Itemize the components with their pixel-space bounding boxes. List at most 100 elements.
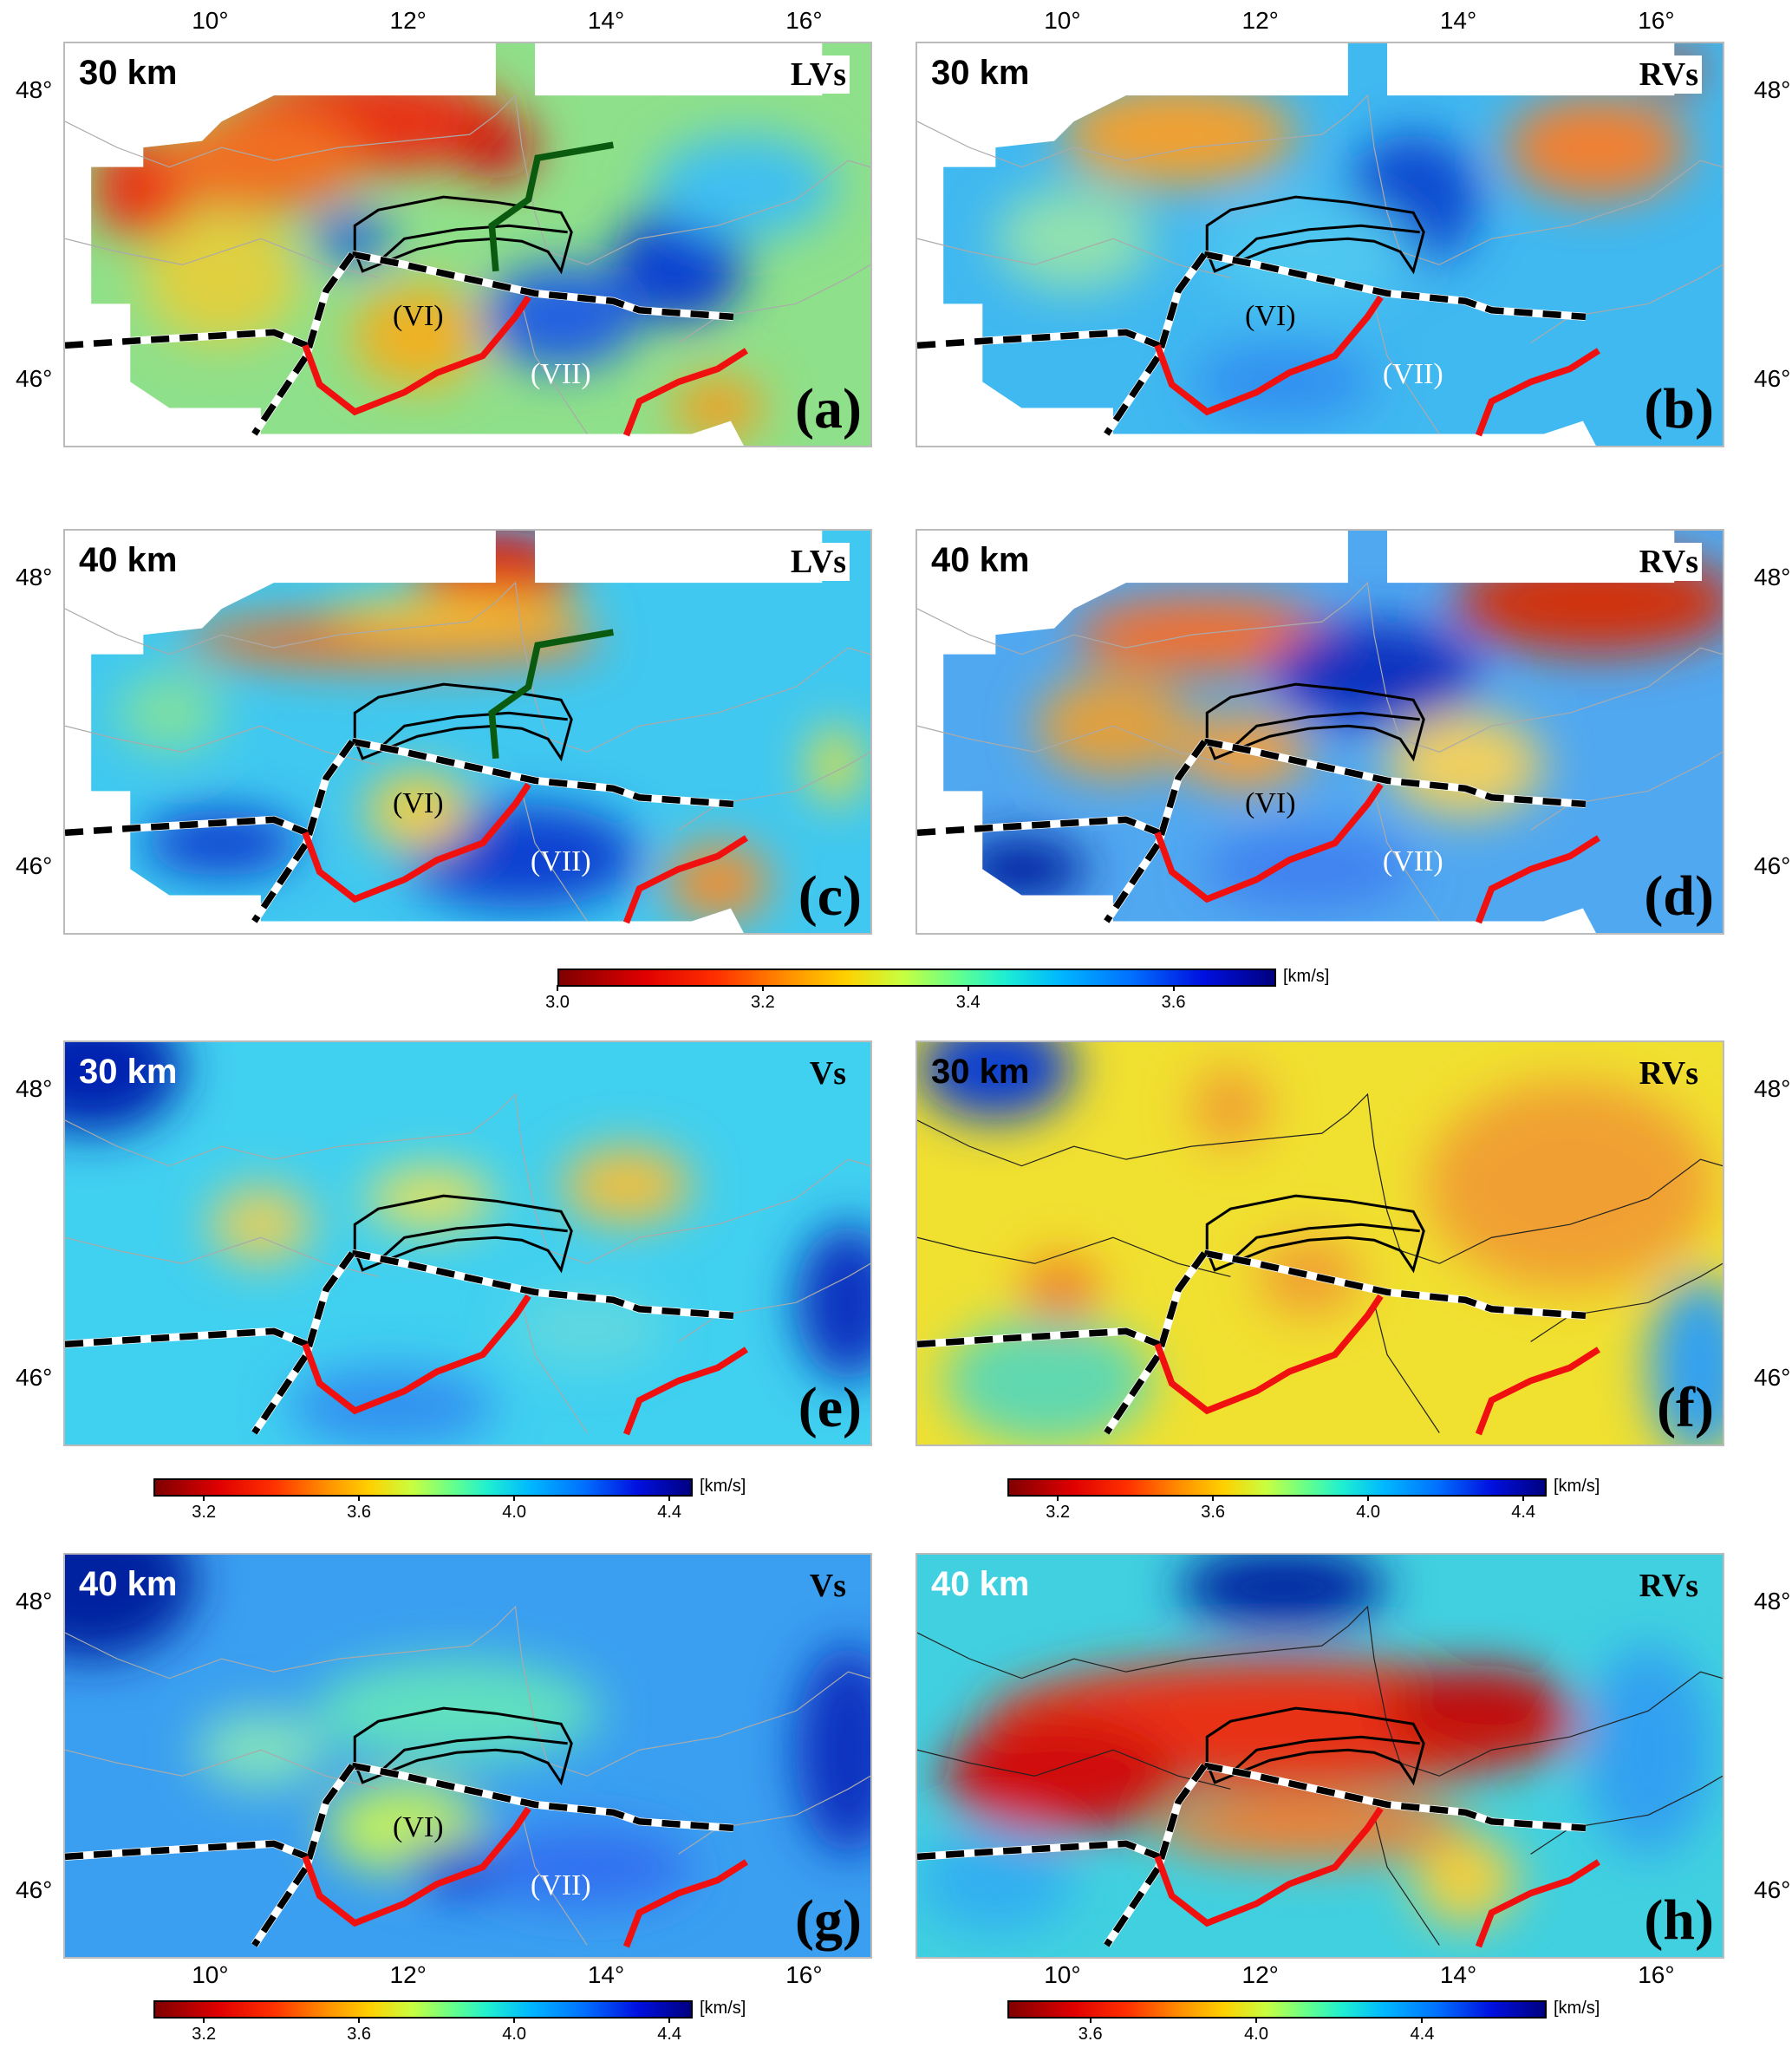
colorbar-tick bbox=[761, 985, 764, 991]
country-borders bbox=[917, 1605, 1723, 1946]
colorbar-tick bbox=[1172, 985, 1175, 991]
map-panel-g: 40 km Vs (g) (VI) (VII) bbox=[63, 1553, 872, 1959]
region-label-vii: (VII) bbox=[1382, 845, 1443, 877]
depth-label: 30 km bbox=[931, 54, 1030, 92]
map-panel-f: 30 km RVs (f) bbox=[916, 1040, 1724, 1446]
colorbar-tick bbox=[668, 1495, 671, 1501]
country-borders bbox=[65, 94, 870, 434]
latitude-tick-label: 48° bbox=[16, 1588, 53, 1615]
red-fault-line bbox=[622, 348, 748, 437]
colorbar-unit: [km/s] bbox=[1554, 1477, 1600, 1496]
red-fault-line bbox=[622, 1347, 748, 1436]
latitude-tick-label: 46° bbox=[1754, 365, 1791, 393]
map-panel-a: 30 km LVs (a) (VI) (VII) bbox=[63, 42, 872, 447]
longitude-tick-label: 12° bbox=[389, 1961, 427, 1988]
longitude-tick-label: 14° bbox=[587, 7, 625, 34]
colorbar-tick-label: 3.6 bbox=[1078, 2025, 1103, 2044]
colorbar-tick-label: 4.0 bbox=[1244, 2025, 1268, 2044]
colorbar-tick bbox=[358, 1495, 361, 1501]
velocity-field bbox=[943, 43, 1723, 446]
colorbar-tick bbox=[203, 1495, 205, 1501]
red-fault-line bbox=[1154, 1806, 1384, 1927]
colorbar-tick bbox=[1089, 2017, 1091, 2023]
velocity-field bbox=[917, 1042, 1723, 1445]
velocity-map bbox=[65, 1555, 870, 1957]
colorbar-tick bbox=[668, 2017, 671, 2023]
panel-letter: (e) bbox=[798, 1376, 862, 1439]
green-boundary-line bbox=[488, 141, 615, 272]
panel-letter: (h) bbox=[1644, 1888, 1714, 1952]
latitude-tick-label: 48° bbox=[16, 564, 53, 591]
velocity-type-label: RVs bbox=[1639, 1055, 1698, 1092]
depth-label: 30 km bbox=[79, 54, 178, 92]
red-fault-line bbox=[622, 1859, 748, 1948]
map-panel-c: 40 km LVs (c) (VI) (VII) bbox=[63, 529, 872, 935]
velocity-field bbox=[65, 1042, 870, 1445]
depth-label: 40 km bbox=[79, 1565, 178, 1603]
velocity-field bbox=[943, 531, 1723, 933]
country-borders bbox=[917, 94, 1723, 434]
tauern-window-outline bbox=[353, 195, 573, 275]
colorbar-unit: [km/s] bbox=[700, 1477, 746, 1496]
colorbar-unit: [km/s] bbox=[1283, 967, 1330, 986]
colorbar-tick-label: 3.6 bbox=[1161, 993, 1186, 1012]
tauern-window-outline bbox=[353, 1706, 573, 1786]
red-fault-line bbox=[622, 835, 748, 924]
tectonic-lines bbox=[917, 195, 1600, 437]
region-label-vi: (VI) bbox=[1245, 787, 1296, 820]
map-panel-d: 40 km RVs (d) (VI) (VII) bbox=[916, 529, 1724, 935]
longitude-tick-label: 12° bbox=[1241, 1961, 1279, 1988]
colorbar-tick-label: 3.6 bbox=[347, 1503, 372, 1522]
tectonic-lines bbox=[65, 1706, 748, 1948]
colorbar-tick-label: 4.0 bbox=[1356, 1503, 1381, 1522]
panel-letter: (c) bbox=[798, 864, 862, 928]
longitude-tick-label: 14° bbox=[1439, 7, 1477, 34]
colorbar-g bbox=[153, 2000, 693, 2019]
tectonic-lines bbox=[65, 629, 748, 924]
country-borders bbox=[65, 1092, 870, 1433]
longitude-tick-label: 10° bbox=[192, 1961, 229, 1988]
map-panel-e: 30 km Vs (e) bbox=[63, 1040, 872, 1446]
colorbar-tick-label: 3.2 bbox=[192, 1503, 217, 1522]
red-fault-line bbox=[302, 1294, 531, 1415]
depth-label: 40 km bbox=[931, 541, 1030, 579]
depth-label: 30 km bbox=[79, 1053, 178, 1091]
longitude-tick-label: 14° bbox=[1439, 1961, 1477, 1988]
country-borders bbox=[65, 1605, 870, 1946]
latitude-tick-label: 46° bbox=[1754, 852, 1791, 880]
green-boundary-line bbox=[488, 629, 615, 760]
colorbar-tick bbox=[1421, 2017, 1424, 2023]
red-fault-line bbox=[1475, 1859, 1600, 1948]
latitude-tick-label: 46° bbox=[16, 365, 53, 393]
latitude-tick-label: 48° bbox=[1754, 1075, 1791, 1103]
colorbar-tick-label: 3.4 bbox=[955, 993, 981, 1012]
country-borders bbox=[65, 581, 870, 922]
region-label-vii: (VII) bbox=[530, 357, 591, 390]
colorbar-h bbox=[1007, 2000, 1547, 2019]
map-panel-b: 30 km RVs (b) (VI) (VII) bbox=[916, 42, 1724, 447]
colorbar-tick bbox=[513, 1495, 516, 1501]
latitude-tick-label: 48° bbox=[1754, 76, 1791, 104]
velocity-field bbox=[917, 1555, 1723, 1957]
colorbar-tick-label: 3.2 bbox=[750, 993, 775, 1012]
colorbar-tick-label: 4.0 bbox=[502, 2025, 527, 2044]
velocity-map bbox=[65, 1042, 870, 1445]
velocity-field bbox=[65, 1555, 870, 1957]
colorbar-tick bbox=[557, 985, 558, 991]
tectonic-lines bbox=[65, 141, 748, 437]
tauern-window-outline bbox=[1205, 1194, 1425, 1274]
longitude-tick-label: 16° bbox=[1638, 7, 1675, 34]
colorbar-f bbox=[1007, 1478, 1547, 1497]
latitude-tick-label: 46° bbox=[16, 1364, 53, 1392]
colorbar-tick-label: 4.0 bbox=[502, 1503, 527, 1522]
tauern-window-outline bbox=[1205, 195, 1425, 275]
latitude-tick-label: 48° bbox=[1754, 1588, 1791, 1615]
colorbar-tick bbox=[513, 2017, 516, 2023]
red-fault-line bbox=[1475, 835, 1600, 924]
red-fault-line bbox=[1154, 1294, 1384, 1415]
colorbar-tick bbox=[1522, 1495, 1525, 1501]
latitude-tick-label: 46° bbox=[1754, 1364, 1791, 1392]
velocity-field bbox=[91, 531, 870, 933]
colorbar-unit: [km/s] bbox=[1554, 1999, 1600, 2018]
velocity-type-label: Vs bbox=[809, 1568, 846, 1604]
